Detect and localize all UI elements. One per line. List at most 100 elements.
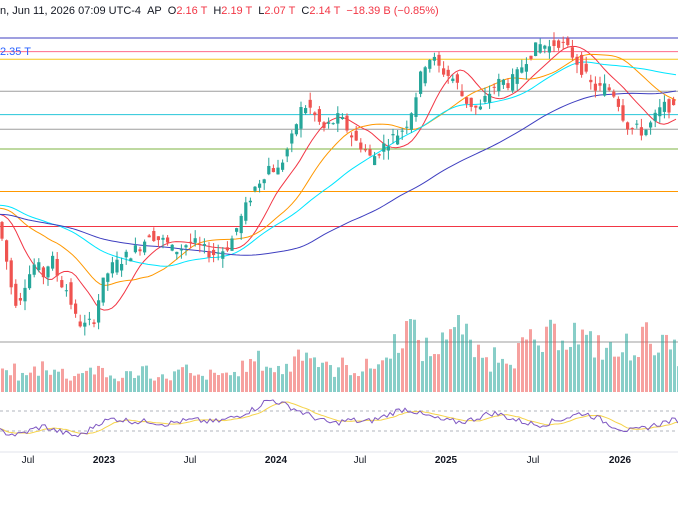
volume-bar — [597, 335, 600, 392]
volume-bar — [25, 375, 28, 392]
candle-body — [28, 274, 32, 289]
volume-bar — [261, 370, 264, 392]
candle — [239, 213, 243, 240]
volume-bar — [301, 360, 304, 392]
candle — [267, 157, 271, 176]
candle-body — [377, 154, 381, 156]
candle-body — [92, 322, 96, 324]
candle — [552, 32, 556, 53]
volume-bar — [105, 377, 108, 392]
candle-body — [235, 228, 239, 232]
x-tick-label: Jul — [184, 455, 197, 466]
candle-body — [212, 249, 216, 256]
volume-bar — [453, 327, 456, 392]
candle-body — [253, 186, 257, 191]
candle-body — [396, 135, 400, 145]
candle-body — [488, 93, 492, 103]
candle — [363, 144, 367, 153]
candle-body — [373, 156, 377, 166]
volume-bar — [633, 355, 636, 392]
volume-bar — [189, 373, 192, 392]
volume-bar — [473, 357, 476, 392]
candle-body — [566, 38, 570, 46]
candle — [639, 118, 643, 141]
volume-bar — [617, 356, 620, 392]
volume-bar — [53, 369, 56, 392]
candle-body — [368, 149, 372, 156]
candle-body — [313, 112, 317, 116]
candle — [248, 197, 252, 207]
candle — [308, 92, 312, 115]
volume-bar — [553, 323, 556, 392]
candle-body — [304, 108, 308, 114]
candle-body — [14, 283, 18, 306]
candle-body — [230, 238, 234, 251]
candle-body — [69, 282, 73, 305]
candle-body — [5, 240, 9, 262]
candle — [87, 311, 91, 326]
volume-bar — [73, 376, 76, 392]
volume-bar — [465, 323, 468, 392]
candle-body — [87, 318, 91, 320]
volume-bar — [109, 375, 112, 392]
candle-body — [414, 97, 418, 117]
candle — [313, 111, 317, 122]
candle — [294, 123, 298, 137]
candle-body — [446, 69, 450, 76]
candle — [621, 99, 625, 123]
candle — [373, 151, 377, 166]
candle — [179, 244, 183, 259]
candle — [212, 243, 216, 263]
candle — [492, 83, 496, 95]
candle-body — [129, 258, 133, 262]
candle — [649, 120, 653, 135]
ma-slow-line — [0, 61, 677, 267]
candle-body — [138, 249, 142, 252]
candle — [478, 99, 482, 111]
candle-body — [589, 79, 593, 83]
candle — [28, 265, 32, 290]
x-tick-label: Jul — [22, 455, 35, 466]
volume-bar — [369, 368, 372, 392]
candle-body — [644, 129, 648, 136]
candle — [161, 234, 165, 249]
volume-bar — [505, 363, 508, 392]
x-tick-label: Jul — [354, 455, 367, 466]
candle-body — [331, 123, 335, 125]
candle-body — [120, 263, 124, 271]
volume-bar — [133, 377, 136, 392]
candle — [124, 249, 128, 265]
candle — [97, 294, 101, 330]
volume-bar — [13, 363, 16, 392]
ma-value-label: 2.35 T — [0, 46, 31, 58]
legend-open-key: O — [167, 5, 177, 17]
volume-bar — [365, 358, 368, 392]
candle-body — [506, 83, 510, 89]
volume-bar — [145, 365, 148, 392]
volume-bar — [93, 374, 96, 392]
candle-body — [271, 168, 275, 173]
volume-bar — [641, 326, 644, 392]
legend-change-value: −18.39 B (−0.85%) — [346, 5, 439, 17]
volume-bar — [21, 372, 24, 392]
volume-bar — [425, 337, 428, 392]
candle-body — [672, 99, 676, 106]
candle — [584, 56, 588, 74]
candle-body — [382, 143, 386, 152]
candle-body — [534, 42, 538, 57]
candle — [672, 96, 676, 106]
volume-bar — [169, 380, 172, 392]
candle-body — [18, 298, 22, 301]
candle — [46, 265, 50, 286]
candle — [92, 319, 96, 328]
candle-body — [156, 236, 160, 241]
volume-bar — [85, 370, 88, 392]
volume-bar — [137, 375, 140, 392]
volume-bar — [481, 357, 484, 392]
candle — [327, 117, 331, 129]
candle — [561, 36, 565, 50]
volume-bar — [277, 365, 280, 392]
volume-bar — [17, 380, 20, 392]
volume-bar — [657, 352, 660, 392]
